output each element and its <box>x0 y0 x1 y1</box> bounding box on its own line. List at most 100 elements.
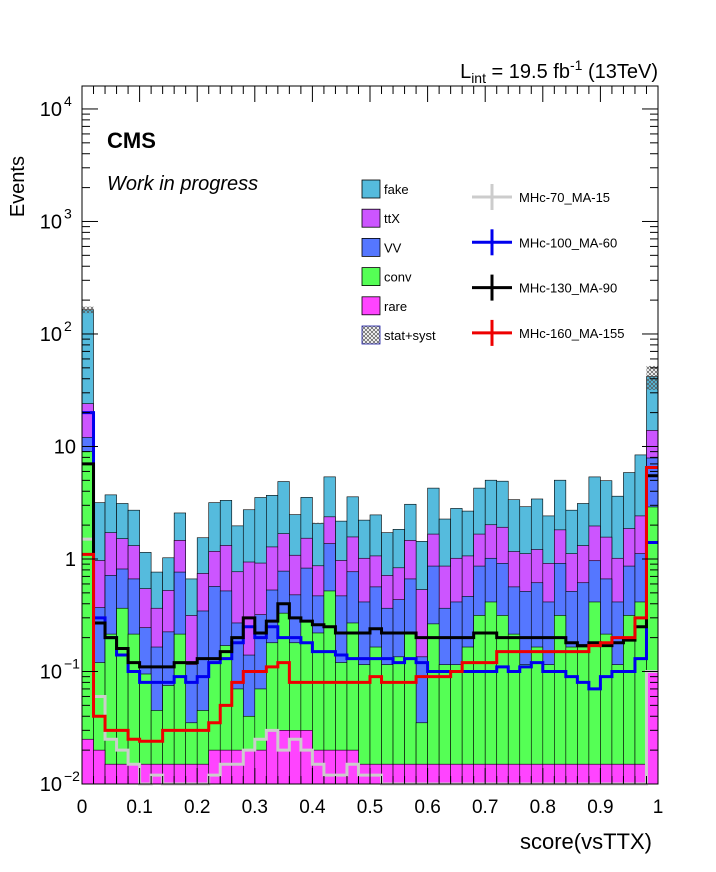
bar-rare <box>484 763 498 785</box>
bar-rare <box>565 763 578 785</box>
uncertainty-bin <box>82 306 94 314</box>
legend-label-vv: VV <box>384 240 402 255</box>
legend-label-mhc-70-ma-15: MHc-70_MA-15 <box>519 190 610 205</box>
bar-rare <box>300 730 313 785</box>
legend-swatch-rare <box>361 296 381 316</box>
bar-rare <box>554 763 567 785</box>
legend-swatch-vv <box>361 237 381 257</box>
uncertainty-band <box>82 306 658 525</box>
bar-conv <box>565 646 578 785</box>
bar-rare <box>231 749 244 785</box>
legend-swatch-fake <box>361 179 381 199</box>
bar-rare <box>496 763 509 785</box>
bar-rare <box>415 763 428 785</box>
x-tick-label: 0.6 <box>414 797 440 818</box>
lumi-label: Lint = 19.5 fb-1 (13TeV) <box>460 57 658 86</box>
bar-rare <box>577 763 590 785</box>
bar-conv <box>484 601 498 785</box>
y-tick-exponent: −2 <box>64 768 80 784</box>
bar-conv <box>554 615 567 785</box>
signal-line-mhc-130-ma-90 <box>82 462 658 669</box>
bar-rare <box>104 763 117 785</box>
bar-conv <box>104 633 117 785</box>
bar-conv <box>427 623 440 785</box>
y-axis-label: Events <box>7 156 29 217</box>
bar-rare <box>519 763 532 785</box>
legend-label-mhc-160-ma-155: MHc-160_MA-155 <box>519 326 625 341</box>
bar-rare <box>162 763 175 785</box>
bar-conv <box>600 633 613 785</box>
legend-signal: MHc-70_MA-15 MHc-100_MA-60 MHc-130_MA-90 MH… <box>472 184 625 346</box>
x-tick-label: 0.8 <box>530 797 556 818</box>
bar-rare <box>450 763 463 785</box>
x-tick-label: 0.7 <box>472 797 498 818</box>
bar-rare <box>242 749 256 785</box>
bar-rare <box>542 763 555 785</box>
bar-rare <box>427 763 440 785</box>
y-tick-label: 10 <box>40 661 62 683</box>
legend-label-rare: rare <box>384 299 407 314</box>
x-tick-label: 0.3 <box>242 797 268 818</box>
legend-label-conv: conv <box>384 270 412 285</box>
x-tick-label: 0.1 <box>126 797 152 818</box>
signal-line-mhc-160-ma-155 <box>82 466 658 743</box>
legend-background: fake ttX VV conv rare stat+syst <box>361 179 436 345</box>
bar-conv <box>507 633 521 785</box>
bar-rare <box>127 763 140 785</box>
x-tick-label: 0.4 <box>299 797 326 818</box>
bar-rare <box>335 749 348 785</box>
bar-rare <box>623 763 636 785</box>
y-tick-label: 10 <box>54 436 76 458</box>
bar-rare <box>507 763 521 785</box>
y-tick-label: 10 <box>40 211 62 233</box>
legend-label-mhc-130-ma-90: MHc-130_MA-90 <box>519 281 617 296</box>
bar-rare <box>254 749 267 785</box>
bar-rare <box>461 763 474 785</box>
bar-rare <box>600 763 613 785</box>
y-tick-label: 10 <box>40 774 62 796</box>
x-tick-label: 0.5 <box>357 797 383 818</box>
bar-conv <box>588 601 601 785</box>
legend-label-ttx: ttX <box>384 211 400 226</box>
bar-rare <box>312 749 325 785</box>
bar-rare <box>381 763 394 785</box>
signal-line-mhc-100-ma-60 <box>82 411 658 691</box>
x-tick-label: 0.2 <box>184 797 210 818</box>
status-label: Work in progress <box>107 173 258 195</box>
x-tick-label: 1 <box>653 797 664 818</box>
x-tick-label: 0 <box>77 797 88 818</box>
bar-rare <box>173 763 186 785</box>
y-tick-label: 10 <box>40 99 62 121</box>
bar-rare <box>139 763 152 785</box>
bar-rare <box>588 763 601 785</box>
x-tick-label: 0.9 <box>587 797 613 818</box>
y-tick-label: 10 <box>40 324 62 346</box>
legend-label-stat-syst: stat+syst <box>384 328 436 343</box>
bar-rare <box>266 730 279 785</box>
bar-rare <box>530 763 544 785</box>
y-tick-label: 1 <box>65 549 76 571</box>
bar-rare <box>196 763 210 785</box>
bar-rare <box>116 763 129 785</box>
legend-swatch-ttx <box>361 208 381 228</box>
bar-rare <box>392 763 405 785</box>
legend-swatch-stat-syst <box>361 325 381 345</box>
bar-rare <box>438 763 451 785</box>
bar-conv <box>634 601 647 785</box>
bar-conv <box>404 633 417 785</box>
y-tick-exponent: 4 <box>64 93 72 109</box>
bar-rare <box>646 671 659 785</box>
legend-swatch-conv <box>361 267 381 287</box>
bar-rare <box>208 749 221 785</box>
bar-conv <box>473 615 486 785</box>
bar-conv <box>369 646 382 785</box>
bar-rare <box>81 738 94 785</box>
y-tick-exponent: −1 <box>64 655 80 671</box>
bar-rare <box>185 763 198 785</box>
y-tick-exponent: 3 <box>64 205 72 221</box>
bar-rare <box>346 749 359 785</box>
bar-rare <box>323 749 336 785</box>
legend-label-mhc-100-ma-60: MHc-100_MA-60 <box>519 235 617 250</box>
bar-rare <box>219 749 233 785</box>
